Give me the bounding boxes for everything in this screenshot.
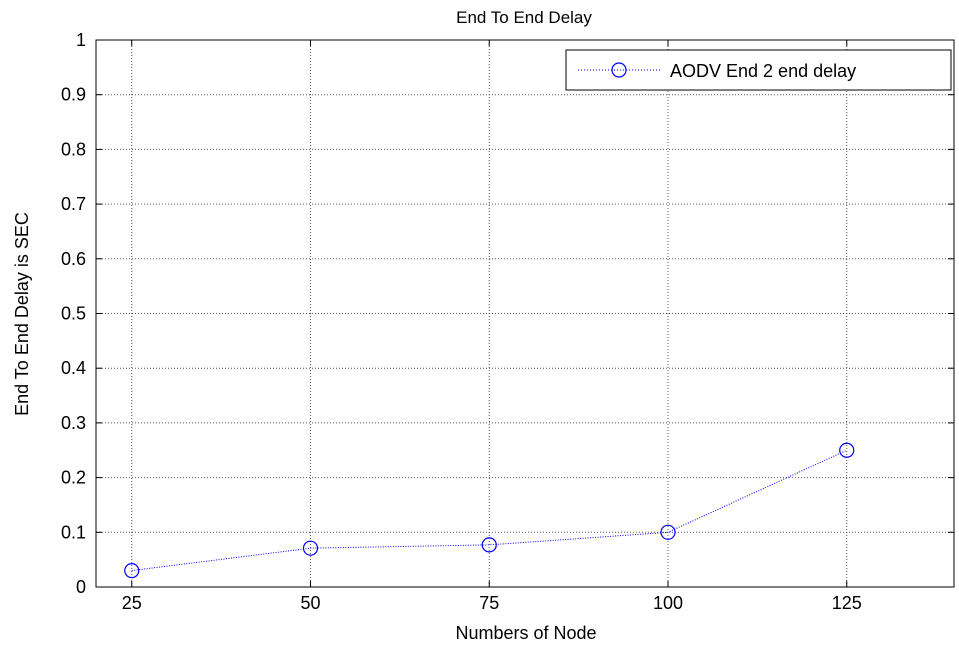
y-tick-label: 0.1 <box>61 522 86 542</box>
x-tick-label: 25 <box>122 593 142 613</box>
axis-ticks: 25 50 75 100 125 0 0.1 0.2 0.3 0.4 0.5 0.6 0.7 0.8 0.9… <box>61 30 954 613</box>
x-tick-label: 125 <box>832 593 862 613</box>
series-layer <box>124 442 855 579</box>
y-tick-label: 0.8 <box>61 139 86 159</box>
x-tick-label: 75 <box>479 593 499 613</box>
y-tick-label: 0.5 <box>61 304 86 324</box>
y-tick-label: 0.9 <box>61 85 86 105</box>
x-tick-label: 50 <box>300 593 320 613</box>
series-line <box>131 449 847 572</box>
y-tick-label: 0.4 <box>61 358 86 378</box>
data-point <box>481 537 497 553</box>
y-tick-label: 1 <box>76 30 86 50</box>
y-tick-label: 0.2 <box>61 468 86 488</box>
y-tick-label: 0.3 <box>61 413 86 433</box>
legend-label: AODV End 2 end delay <box>670 61 856 81</box>
y-tick-label: 0.6 <box>61 249 86 269</box>
legend: AODV End 2 end delay <box>565 49 952 91</box>
data-point <box>124 562 140 579</box>
grid <box>96 39 954 588</box>
data-point <box>660 524 676 540</box>
legend-box <box>565 49 952 91</box>
data-point <box>839 442 855 458</box>
y-tick-label: 0 <box>76 577 86 597</box>
x-axis-label: Numbers of Node <box>455 623 596 643</box>
data-point <box>302 540 319 556</box>
x-tick-label: 100 <box>653 593 683 613</box>
chart-title: End To End Delay <box>456 8 592 27</box>
y-tick-label: 0.7 <box>61 194 86 214</box>
y-axis-label: End To End Delay is SEC <box>12 212 32 416</box>
legend-marker <box>611 62 627 78</box>
